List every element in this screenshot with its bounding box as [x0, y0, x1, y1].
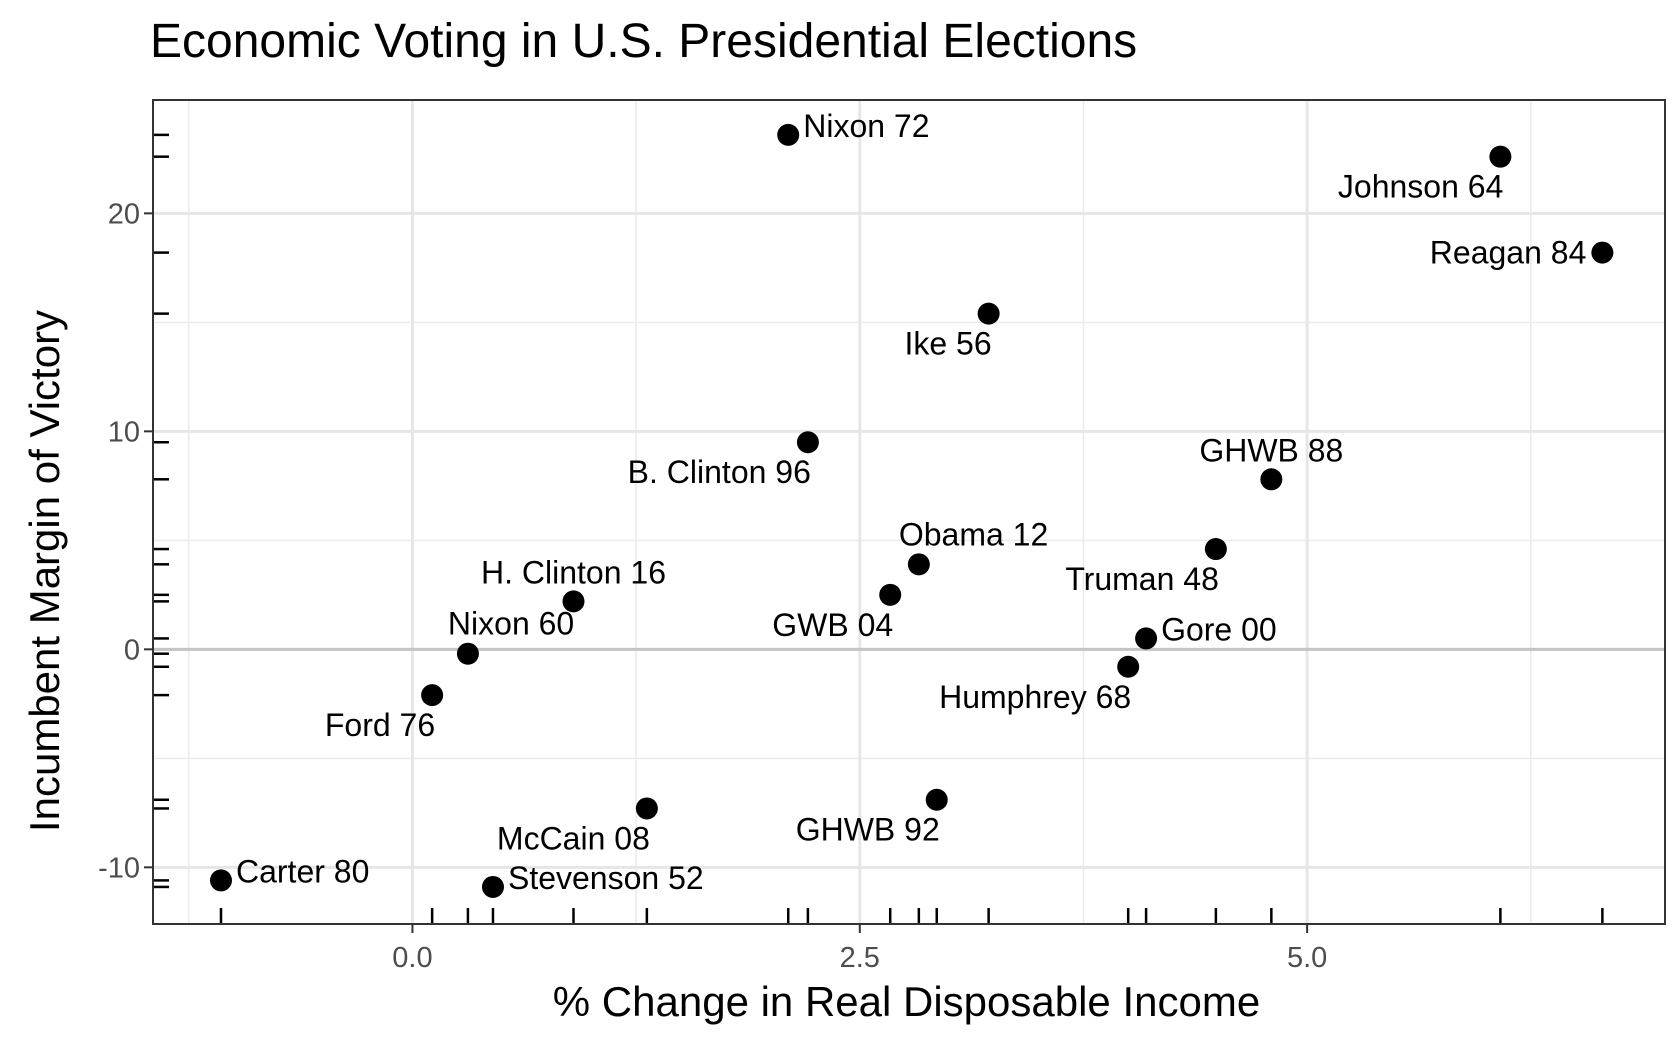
data-point [907, 553, 930, 576]
data-point [1260, 468, 1283, 491]
data-point [1204, 538, 1227, 561]
data-point [879, 583, 902, 606]
point-label: Nixon 60 [448, 606, 574, 642]
y-tick-label: -10 [98, 852, 140, 884]
point-label: GWB 04 [772, 607, 893, 643]
y-tick-label: 10 [108, 416, 140, 448]
point-label: GHWB 92 [796, 812, 940, 848]
point-label: Obama 12 [899, 516, 1048, 552]
data-point [481, 875, 504, 898]
data-point [1489, 145, 1512, 168]
data-point [456, 642, 479, 665]
data-point [635, 797, 658, 820]
data-point [1135, 627, 1158, 650]
point-label: Ike 56 [904, 326, 991, 362]
point-label: Reagan 84 [1430, 235, 1587, 271]
point-label: GHWB 88 [1199, 432, 1343, 468]
point-label: McCain 08 [497, 820, 650, 856]
point-label: Truman 48 [1065, 561, 1219, 597]
x-tick-label: 2.5 [840, 942, 880, 974]
point-label: H. Clinton 16 [481, 554, 666, 590]
data-point [1117, 655, 1140, 678]
x-tick-label: 0.0 [392, 942, 432, 974]
data-point [209, 869, 232, 892]
point-label: Stevenson 52 [508, 860, 704, 896]
plot-panel [153, 100, 1665, 924]
y-tick-label: 20 [108, 198, 140, 230]
data-point [925, 788, 948, 811]
data-point [777, 123, 800, 146]
data-point [977, 302, 1000, 325]
point-label: B. Clinton 96 [628, 454, 811, 490]
x-tick-label: 5.0 [1287, 942, 1327, 974]
y-axis-label: Incumbent Margin of Victory [21, 309, 68, 833]
y-tick-label: 0 [124, 634, 140, 666]
data-point [421, 684, 444, 707]
data-point [1591, 241, 1614, 264]
point-label: Carter 80 [236, 853, 369, 889]
data-point [562, 590, 585, 613]
chart-title: Economic Voting in U.S. Presidential Ele… [150, 15, 1138, 68]
point-label: Johnson 64 [1338, 169, 1503, 205]
point-label: Nixon 72 [803, 108, 929, 144]
point-label: Gore 00 [1161, 611, 1277, 647]
x-axis-label: % Change in Real Disposable Income [552, 978, 1261, 1025]
point-label: Humphrey 68 [939, 679, 1131, 715]
point-label: Ford 76 [325, 707, 435, 743]
data-point [796, 431, 819, 454]
plot-panel-border [152, 99, 1666, 925]
